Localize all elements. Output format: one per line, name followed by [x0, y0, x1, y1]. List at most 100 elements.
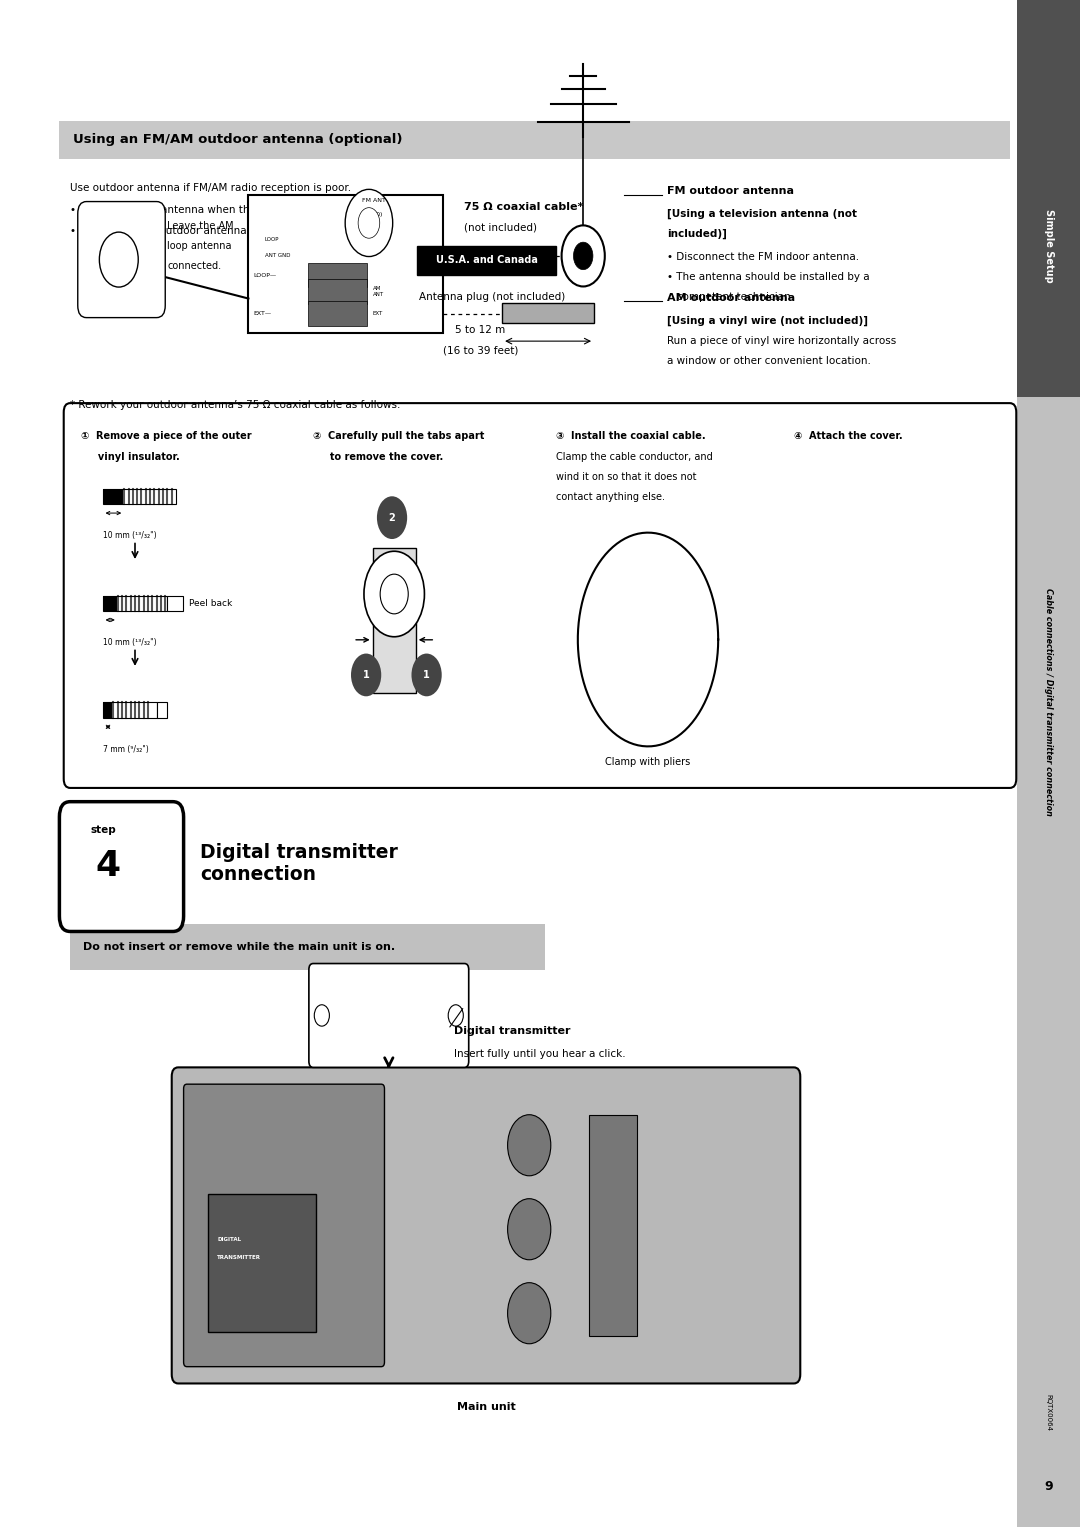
Bar	[103, 489, 176, 504]
Text: vinyl insulator.: vinyl insulator.	[81, 452, 179, 463]
Text: [Using a television antenna (not: [Using a television antenna (not	[667, 209, 858, 220]
Text: Antenna plug (not included): Antenna plug (not included)	[419, 292, 565, 302]
Text: Using an FM/AM outdoor antenna (optional): Using an FM/AM outdoor antenna (optional…	[73, 133, 403, 147]
Text: loop antenna: loop antenna	[167, 241, 232, 252]
Text: wind it on so that it does not: wind it on so that it does not	[556, 472, 697, 483]
Text: DIGITAL: DIGITAL	[217, 1237, 241, 1241]
Text: (75Ω): (75Ω)	[366, 212, 383, 217]
Circle shape	[380, 574, 408, 614]
Bar	[103, 702, 113, 718]
Text: • Do not use the outdoor antenna during an electrical storm.: • Do not use the outdoor antenna during …	[70, 226, 389, 237]
Text: ②  Carefully pull the tabs apart: ② Carefully pull the tabs apart	[313, 431, 485, 441]
Circle shape	[411, 654, 442, 696]
Text: 10 mm (¹³/₃₂"): 10 mm (¹³/₃₂")	[103, 531, 157, 541]
Text: 10 mm (¹³/₃₂"): 10 mm (¹³/₃₂")	[103, 638, 157, 647]
Text: U.S.A. and Canada: U.S.A. and Canada	[435, 255, 538, 266]
Circle shape	[359, 208, 380, 238]
FancyBboxPatch shape	[172, 1067, 800, 1383]
Bar	[589, 1115, 637, 1336]
Circle shape	[562, 226, 605, 287]
Text: step: step	[91, 825, 117, 835]
Text: Insert fully until you hear a click.: Insert fully until you hear a click.	[454, 1049, 625, 1060]
Circle shape	[508, 1115, 551, 1176]
Circle shape	[573, 243, 593, 270]
Text: EXT—: EXT—	[254, 312, 272, 316]
Text: AM
ANT: AM ANT	[373, 286, 383, 298]
Text: Simple Setup: Simple Setup	[1043, 209, 1054, 282]
Text: Do not insert or remove while the main unit is on.: Do not insert or remove while the main u…	[83, 942, 395, 951]
Text: Use outdoor antenna if FM/AM radio reception is poor.: Use outdoor antenna if FM/AM radio recep…	[70, 183, 351, 194]
Text: to remove the cover.: to remove the cover.	[313, 452, 444, 463]
Circle shape	[508, 1283, 551, 1344]
Text: LOOP—: LOOP—	[254, 273, 276, 278]
Text: Main unit: Main unit	[457, 1402, 515, 1412]
Text: competent technician.: competent technician.	[667, 292, 795, 302]
Text: RQTX0064: RQTX0064	[1045, 1394, 1052, 1431]
Text: FM outdoor antenna: FM outdoor antenna	[667, 186, 795, 197]
Text: • Disconnect the antenna when the unit is not in use.: • Disconnect the antenna when the unit i…	[70, 205, 350, 215]
Circle shape	[377, 496, 407, 539]
Text: contact anything else.: contact anything else.	[556, 492, 665, 502]
Bar	[70, 924, 545, 970]
Text: a window or other convenient location.: a window or other convenient location.	[667, 356, 872, 366]
Text: TRANSMITTER: TRANSMITTER	[217, 1255, 261, 1260]
Text: (16 to 39 feet): (16 to 39 feet)	[443, 345, 518, 356]
FancyBboxPatch shape	[417, 246, 556, 275]
Bar	[502, 302, 594, 322]
Bar	[308, 263, 367, 287]
FancyBboxPatch shape	[78, 202, 165, 318]
Text: Cable connections / Digital transmitter connection: Cable connections / Digital transmitter …	[1044, 588, 1053, 817]
Text: included)]: included)]	[667, 229, 727, 240]
Text: * Rework your outdoor antenna’s 75 Ω coaxial cable as follows.: * Rework your outdoor antenna’s 75 Ω coa…	[70, 400, 401, 411]
Text: • The antenna should be installed by a: • The antenna should be installed by a	[667, 272, 870, 282]
Text: connected.: connected.	[167, 261, 221, 272]
Circle shape	[346, 189, 393, 257]
Text: Digital transmitter
connection: Digital transmitter connection	[200, 843, 397, 884]
Text: 5 to 12 m: 5 to 12 m	[456, 325, 505, 336]
Circle shape	[314, 1005, 329, 1026]
Text: Clamp the cable conductor, and: Clamp the cable conductor, and	[556, 452, 713, 463]
Text: ③  Install the coaxial cable.: ③ Install the coaxial cable.	[556, 431, 706, 441]
Bar	[208, 1194, 316, 1332]
Bar	[308, 279, 367, 304]
Bar	[103, 596, 167, 611]
Bar	[157, 702, 167, 718]
Text: Digital transmitter: Digital transmitter	[454, 1026, 570, 1037]
Bar	[308, 301, 367, 325]
Text: (not included): (not included)	[464, 223, 538, 234]
Text: FM ANT: FM ANT	[363, 199, 387, 203]
Circle shape	[508, 1199, 551, 1260]
Bar	[59, 121, 1010, 159]
Text: Peel back: Peel back	[189, 599, 232, 608]
Circle shape	[364, 551, 424, 637]
Bar	[1017, 0, 1080, 1527]
Text: Clamp with pliers: Clamp with pliers	[606, 756, 690, 767]
FancyBboxPatch shape	[309, 964, 469, 1067]
Circle shape	[99, 232, 138, 287]
FancyBboxPatch shape	[64, 403, 1016, 788]
Text: 4: 4	[96, 849, 121, 883]
Text: ①  Remove a piece of the outer: ① Remove a piece of the outer	[81, 431, 252, 441]
Text: 75 Ω coaxial cable*: 75 Ω coaxial cable*	[464, 202, 584, 212]
Text: • Disconnect the FM indoor antenna.: • Disconnect the FM indoor antenna.	[667, 252, 860, 263]
Text: LOOP: LOOP	[265, 237, 279, 241]
Text: 2: 2	[389, 513, 395, 522]
Bar	[1017, 0, 1080, 397]
Bar	[103, 596, 118, 611]
Text: EXT: EXT	[373, 312, 382, 316]
FancyBboxPatch shape	[59, 802, 184, 931]
Circle shape	[351, 654, 381, 696]
FancyBboxPatch shape	[248, 195, 443, 333]
Text: [Using a vinyl wire (not included)]: [Using a vinyl wire (not included)]	[667, 316, 868, 327]
Text: Leave the AM: Leave the AM	[167, 221, 234, 232]
Text: ANT GND: ANT GND	[265, 253, 291, 258]
Text: 9: 9	[1044, 1480, 1053, 1493]
Bar	[103, 489, 124, 504]
Text: 7 mm (⁹/₃₂"): 7 mm (⁹/₃₂")	[103, 745, 148, 754]
Text: 1: 1	[423, 670, 430, 680]
Text: AM outdoor antenna: AM outdoor antenna	[667, 293, 796, 304]
Bar	[167, 596, 183, 611]
Text: 1: 1	[363, 670, 369, 680]
FancyBboxPatch shape	[184, 1084, 384, 1367]
Text: ④  Attach the cover.: ④ Attach the cover.	[794, 431, 903, 441]
